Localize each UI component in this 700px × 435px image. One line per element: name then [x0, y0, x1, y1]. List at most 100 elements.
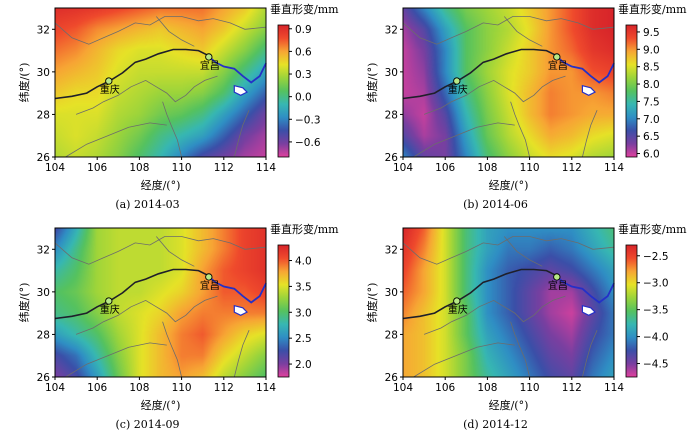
colorbar-tick-label: 9.0 [643, 44, 660, 56]
city-marker [105, 77, 113, 85]
y-axis-label: 纬度/(°) [17, 283, 31, 323]
province-border [65, 342, 167, 378]
province-border [503, 236, 543, 267]
y-tick-label: 30 [37, 67, 50, 79]
y-tick-label: 30 [385, 287, 398, 299]
river-lower [554, 274, 615, 304]
x-tick-label: 110 [520, 382, 540, 394]
x-tick-label: 114 [256, 162, 276, 174]
map-panel: 104 106 108 110 112 114 26 28 30 32 经度/(°) 纬度/(°) (d… [365, 222, 687, 431]
colorbar-tick-label: 0.3 [295, 69, 312, 81]
colorbar-tick-label: 9.5 [643, 27, 660, 39]
y-axis-label: 纬度/(°) [365, 283, 379, 323]
x-tick-label: 106 [87, 162, 107, 174]
deformation-field [55, 228, 266, 377]
colorbar-tick-label: −0.6 [295, 137, 321, 149]
y-axis-label: 纬度/(°) [365, 63, 379, 103]
colorbar-tick-label: 6.0 [643, 149, 660, 161]
deformation-field [55, 8, 266, 157]
colorbar-tick-label: 2.0 [295, 359, 312, 371]
province-border [503, 16, 543, 47]
y-tick-label: 32 [385, 24, 398, 36]
river-lower [206, 54, 267, 84]
y-tick-label: 30 [385, 67, 398, 79]
river-upper [54, 48, 208, 100]
x-tick-label: 104 [393, 382, 413, 394]
colorbar-tick-label: −3.0 [643, 278, 669, 290]
province-border [162, 101, 182, 158]
x-tick-label: 104 [45, 382, 65, 394]
province-border [155, 16, 195, 47]
y-tick-label: 26 [385, 152, 399, 164]
city-marker [553, 53, 561, 61]
x-tick-label: 104 [393, 162, 413, 174]
x-tick-label: 110 [172, 162, 192, 174]
province-border [54, 16, 267, 45]
plot-frame [402, 7, 615, 158]
province-border [162, 321, 182, 378]
colorbar-tick-label: −0.3 [295, 114, 321, 126]
province-border [402, 236, 615, 265]
city-marker [453, 77, 461, 85]
x-tick-label: 108 [477, 382, 497, 394]
colorbar-title: 垂直形变/mm [270, 2, 339, 16]
province-border [423, 75, 566, 115]
x-axis-label: 经度/(°) [489, 398, 529, 412]
colorbar-tick-label: 2.5 [295, 333, 312, 345]
lake [581, 84, 596, 96]
plot-frame [402, 227, 615, 378]
x-tick-label: 112 [214, 162, 234, 174]
x-tick-label: 112 [562, 382, 582, 394]
deformation-field [403, 8, 614, 157]
province-border [582, 110, 598, 158]
colorbar-tick-label: 4.0 [295, 256, 312, 268]
colorbar [277, 244, 290, 378]
x-tick-label: 108 [129, 382, 149, 394]
city-label: 重庆 [100, 303, 120, 316]
colorbar-tick-label: 0.0 [295, 92, 312, 104]
city-marker [453, 297, 461, 305]
colorbar-tick-label: 8.0 [643, 79, 660, 91]
x-tick-label: 112 [214, 382, 234, 394]
x-tick-label: 108 [477, 162, 497, 174]
colorbar-tick-label: 0.9 [295, 24, 312, 36]
colorbar-title: 垂直形变/mm [270, 222, 339, 236]
province-border [402, 16, 615, 45]
city-label: 宜昌 [200, 59, 220, 72]
province-border [582, 330, 598, 378]
panel-caption: (a) 2014-03 [115, 198, 179, 211]
province-border [155, 236, 195, 267]
city-marker [553, 273, 561, 281]
x-tick-label: 114 [604, 162, 624, 174]
x-tick-label: 106 [435, 382, 455, 394]
x-tick-label: 106 [435, 162, 455, 174]
map-panel: 104 106 108 110 112 114 26 28 30 32 经度/(°) 纬度/(°) (a… [17, 2, 339, 211]
x-tick-label: 110 [520, 162, 540, 174]
province-border [233, 330, 250, 378]
colorbar-tick-label: 3.5 [295, 281, 312, 293]
x-axis-label: 经度/(°) [141, 178, 181, 192]
y-tick-label: 26 [37, 372, 51, 384]
colorbar [277, 24, 290, 158]
province-border [413, 122, 515, 158]
y-tick-label: 28 [385, 329, 398, 341]
x-axis-label: 经度/(°) [489, 178, 529, 192]
colorbar-title: 垂直形变/mm [618, 222, 687, 236]
province-border [510, 101, 530, 158]
map-panel: 104 106 108 110 112 114 26 28 30 32 经度/(°) 纬度/(°) (c… [17, 222, 339, 431]
colorbar [625, 244, 638, 378]
city-label: 重庆 [100, 83, 120, 96]
colorbar-tick-label: 7.5 [643, 96, 660, 108]
province-border [413, 342, 515, 378]
x-tick-label: 114 [604, 382, 624, 394]
province-border [75, 75, 218, 115]
city-marker [105, 297, 113, 305]
x-tick-label: 114 [256, 382, 276, 394]
x-axis-label: 经度/(°) [141, 398, 181, 412]
city-label: 宜昌 [200, 279, 220, 292]
plot-frame [54, 7, 267, 158]
y-tick-label: 26 [37, 152, 51, 164]
x-tick-label: 108 [129, 162, 149, 174]
colorbar-tick-label: −4.0 [643, 332, 669, 344]
x-tick-label: 110 [172, 382, 192, 394]
